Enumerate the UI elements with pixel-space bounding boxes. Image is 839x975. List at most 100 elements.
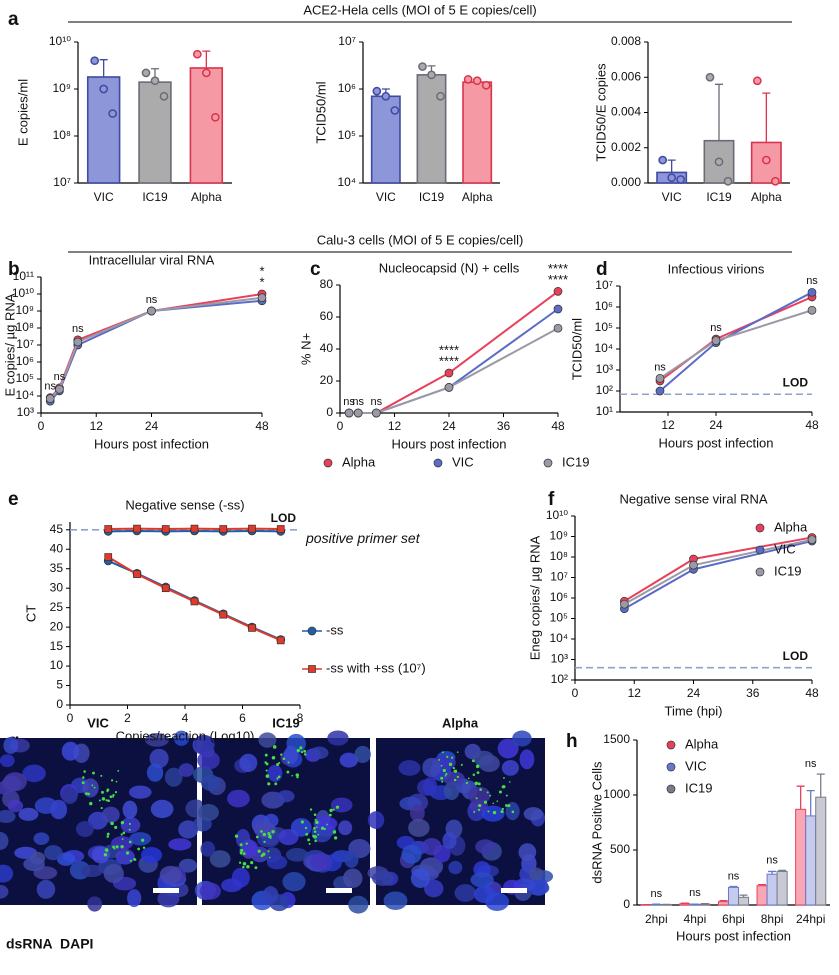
error-bar [806, 789, 815, 816]
lod-label: LOD [271, 511, 297, 525]
dsrna-signal [265, 774, 270, 778]
data-point [133, 524, 141, 533]
data-point [543, 458, 553, 468]
nucleus [141, 847, 163, 864]
dsrna-signal [274, 782, 278, 786]
y-tick-label: 10⁶ [338, 81, 356, 95]
bar [462, 81, 493, 184]
dsrna-signal [263, 840, 266, 844]
data-point [73, 337, 83, 347]
y-tick-label: 5 [56, 678, 63, 692]
nucleus [82, 778, 99, 798]
dsrna-signal [500, 810, 504, 814]
y-tick-label: 25 [50, 600, 64, 614]
x-tick-label: 48 [805, 418, 819, 432]
dsrna-signal [496, 800, 499, 803]
nucleus [309, 852, 332, 871]
x-tick-label: 12 [628, 686, 642, 700]
panel-label: d [596, 259, 608, 280]
dsrna-signal [467, 777, 470, 780]
chart-title: Negative sense viral RNA [619, 491, 767, 506]
nucleus [0, 884, 9, 899]
y-tick-label: 10⁷ [550, 570, 568, 584]
nucleus [3, 772, 27, 792]
dsrna-signal [299, 746, 303, 750]
dsrna-signal [260, 854, 264, 858]
replicate-point [723, 176, 733, 186]
bar [738, 896, 750, 906]
error-bar [739, 894, 748, 898]
nucleus [424, 879, 444, 898]
dsrna-signal [277, 775, 281, 779]
y-tick-label: 10⁶ [595, 299, 613, 313]
nucleus [262, 886, 279, 905]
x-tick-label: 0 [337, 419, 344, 433]
dsrna-signal [503, 777, 505, 779]
dsrna-signal [278, 761, 281, 764]
data-point [655, 386, 665, 396]
error-bar [768, 870, 777, 875]
y-tick-label: 0 [56, 697, 63, 711]
nucleus [354, 745, 371, 763]
dsrna-signal [505, 804, 508, 807]
x-tick-label: 0 [572, 686, 579, 700]
scale-bar [326, 888, 352, 893]
data-point [666, 784, 676, 794]
x-tick-label: Alpha [751, 190, 782, 204]
data-point [371, 408, 381, 418]
replicate-point [381, 91, 391, 101]
legend-label: IC19 [562, 454, 589, 469]
x-tick-label: 48 [805, 686, 819, 700]
nucleus [103, 864, 124, 884]
dsrna-signal [465, 781, 468, 785]
y-tick-label: 10⁹ [53, 81, 72, 95]
dsrna-signal [242, 861, 247, 866]
data-point [353, 408, 363, 418]
y-tick-label: 10⁴ [15, 388, 34, 402]
nucleus [34, 797, 58, 814]
x-tick-label: IC19 [142, 190, 168, 204]
nucleus [200, 841, 216, 857]
dsrna-signal [440, 776, 444, 780]
dsrna-signal [501, 807, 504, 811]
dsrna-signal [267, 850, 270, 853]
dsrna-signal [445, 772, 448, 776]
chart-title: Intracellular viral RNA [89, 252, 215, 267]
nucleus [227, 789, 250, 808]
nucleus [443, 771, 465, 786]
nucleus [344, 851, 359, 869]
dsrna-signal [242, 865, 245, 869]
chart-title: Nucleocapsid (N) + cells [379, 260, 520, 275]
lod-label: LOD [783, 649, 809, 663]
replicate-point [714, 157, 724, 167]
significance-label: ns [371, 396, 383, 408]
nucleus [178, 763, 194, 777]
significance-label: ns [146, 294, 158, 306]
replicate-point [463, 75, 473, 84]
x-tick-label: Alpha [191, 190, 222, 204]
dsrna-signal [93, 786, 96, 789]
data-point [755, 545, 765, 555]
dsrna-signal [128, 822, 132, 826]
nucleus [0, 754, 15, 768]
dsrna-signal [332, 808, 335, 811]
y-tick-label: 10³ [551, 652, 568, 666]
y-tick-label: 60 [320, 309, 334, 323]
nucleus [473, 885, 496, 904]
y-tick-label: 0.002 [611, 140, 641, 154]
y-tick-label: 0.008 [611, 34, 641, 48]
y-tick-label: 10⁵ [338, 128, 356, 142]
replicate-point [99, 84, 109, 94]
replicate-point [159, 91, 169, 101]
x-tick-label: 4 [182, 711, 189, 725]
dsrna-signal [313, 827, 316, 830]
replicate-point [658, 155, 668, 165]
nucleus [519, 749, 535, 770]
y-tick-label: 10⁸ [16, 320, 34, 334]
dsrna-signal [276, 777, 279, 780]
dsrna-signal [452, 767, 456, 770]
dsrna-signal [323, 827, 326, 831]
nucleus [470, 872, 494, 888]
y-tick-label: 40 [320, 341, 334, 355]
dsrna-signal [280, 753, 283, 756]
